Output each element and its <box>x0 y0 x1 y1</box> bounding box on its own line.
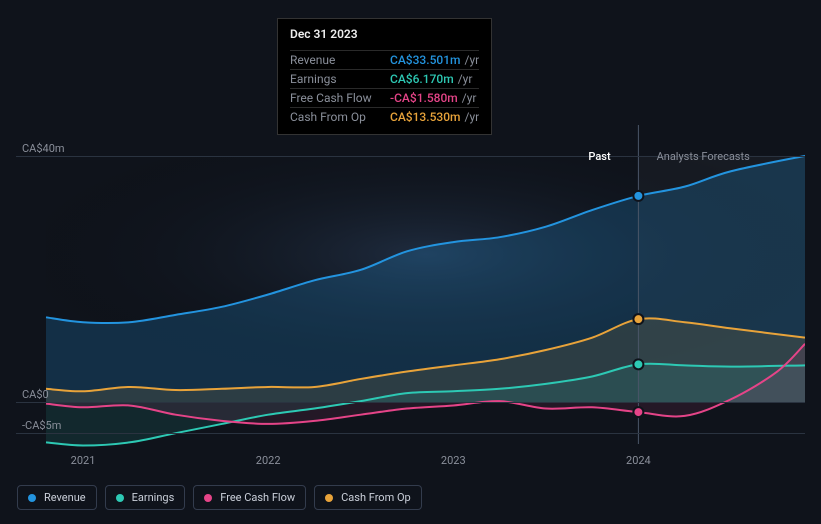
grid-line <box>16 433 805 434</box>
legend-dot-icon <box>325 494 333 502</box>
tooltip-metric-value: CA$33.501m <box>390 53 461 67</box>
legend-label: Free Cash Flow <box>220 491 295 504</box>
tooltip-metric-value: CA$13.530m <box>390 110 461 124</box>
marker-dot-revenue <box>633 191 643 201</box>
legend-label: Cash From Op <box>341 491 411 504</box>
legend-item-earnings[interactable]: Earnings <box>105 485 186 510</box>
x-axis-label: 2024 <box>626 454 651 467</box>
legend-dot-icon <box>28 494 36 502</box>
tooltip-metric-unit: /yr <box>458 72 473 86</box>
y-axis-label: CA$0 <box>22 388 49 401</box>
tooltip-metric-label: Free Cash Flow <box>290 91 390 105</box>
tooltip-metric-value: -CA$1.580m <box>390 91 458 105</box>
tooltip-metric-label: Earnings <box>290 72 390 86</box>
tooltip-metric-unit: /yr <box>465 53 480 67</box>
legend-item-cash-from-op[interactable]: Cash From Op <box>314 485 422 510</box>
financial-chart: CA$40m CA$0 -CA$5m 2021 2022 2023 2024 Past Anal… <box>16 125 805 464</box>
tooltip-row: RevenueCA$33.501m/yr <box>290 50 479 69</box>
chart-legend: Revenue Earnings Free Cash Flow Cash From O… <box>17 485 422 510</box>
tooltip-metric-unit: /yr <box>462 91 477 105</box>
grid-line <box>16 402 805 403</box>
chart-tooltip: Dec 31 2023 RevenueCA$33.501m/yrEarnings… <box>277 18 492 135</box>
tooltip-row: EarningsCA$6.170m/yr <box>290 69 479 88</box>
x-axis-label: 2023 <box>441 454 466 467</box>
legend-item-free-cash-flow[interactable]: Free Cash Flow <box>193 485 306 510</box>
marker-dot-cash-from-op <box>633 314 643 324</box>
tooltip-row: Free Cash Flow-CA$1.580m/yr <box>290 88 479 107</box>
tooltip-metric-value: CA$6.170m <box>390 72 454 86</box>
tooltip-metric-label: Cash From Op <box>290 110 390 124</box>
legend-item-revenue[interactable]: Revenue <box>17 485 97 510</box>
tooltip-metric-unit: /yr <box>465 110 480 124</box>
legend-label: Revenue <box>44 491 86 504</box>
phase-label-forecast: Analysts Forecasts <box>657 150 750 163</box>
x-axis-label: 2021 <box>71 454 96 467</box>
marker-dot-free-cash-flow <box>633 407 643 417</box>
tooltip-date: Dec 31 2023 <box>290 27 479 46</box>
y-axis-label: CA$40m <box>22 142 65 155</box>
phase-label-past: Past <box>588 150 610 163</box>
legend-dot-icon <box>204 494 212 502</box>
y-axis-label: -CA$5m <box>22 419 61 432</box>
legend-label: Earnings <box>132 491 175 504</box>
marker-dot-earnings <box>633 359 643 369</box>
chart-svg <box>16 125 805 464</box>
tooltip-row: Cash From OpCA$13.530m/yr <box>290 107 479 126</box>
x-axis-label: 2022 <box>256 454 281 467</box>
tooltip-metric-label: Revenue <box>290 53 390 67</box>
legend-dot-icon <box>116 494 124 502</box>
tooltip-rows: RevenueCA$33.501m/yrEarningsCA$6.170m/yr… <box>290 50 479 126</box>
